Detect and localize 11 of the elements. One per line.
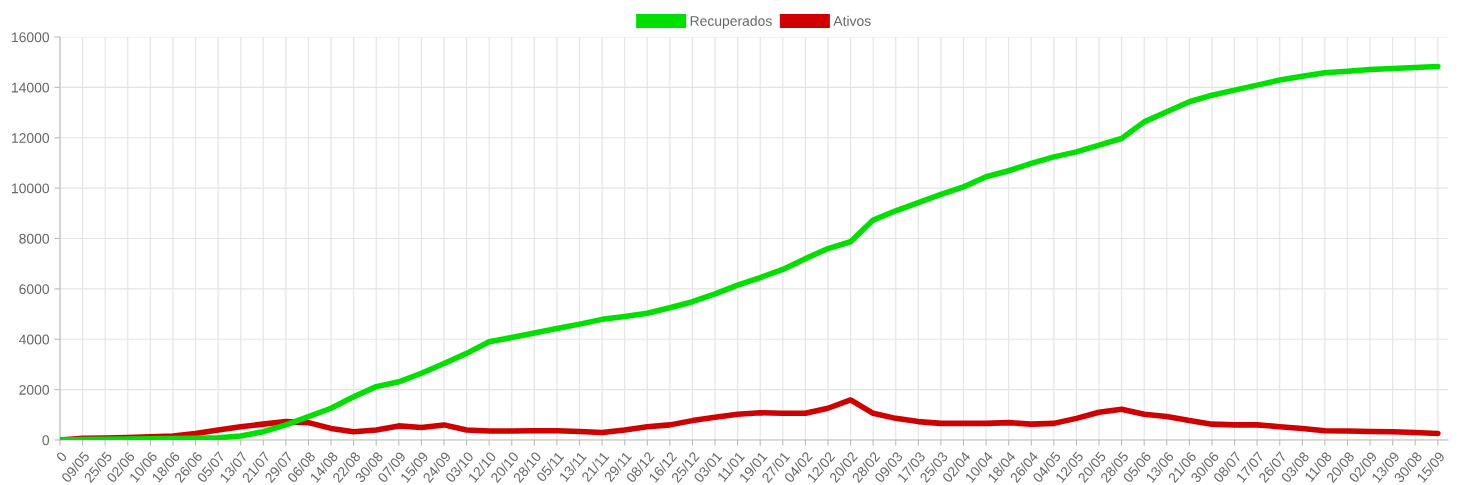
y-tick-label: 16000 xyxy=(12,32,50,43)
y-tick-label: 6000 xyxy=(19,284,50,295)
y-tick-label: 8000 xyxy=(19,233,50,244)
y-tick-label: 10000 xyxy=(12,183,50,194)
y-tick-label: 14000 xyxy=(12,82,50,93)
y-tick-label: 2000 xyxy=(19,384,50,395)
y-tick-label: 0 xyxy=(42,435,50,446)
y-tick-label: 4000 xyxy=(19,334,50,345)
legend-label: Ativos xyxy=(833,15,871,26)
y-tick-label: 12000 xyxy=(12,133,50,143)
legend-label: Recuperados xyxy=(690,15,772,29)
